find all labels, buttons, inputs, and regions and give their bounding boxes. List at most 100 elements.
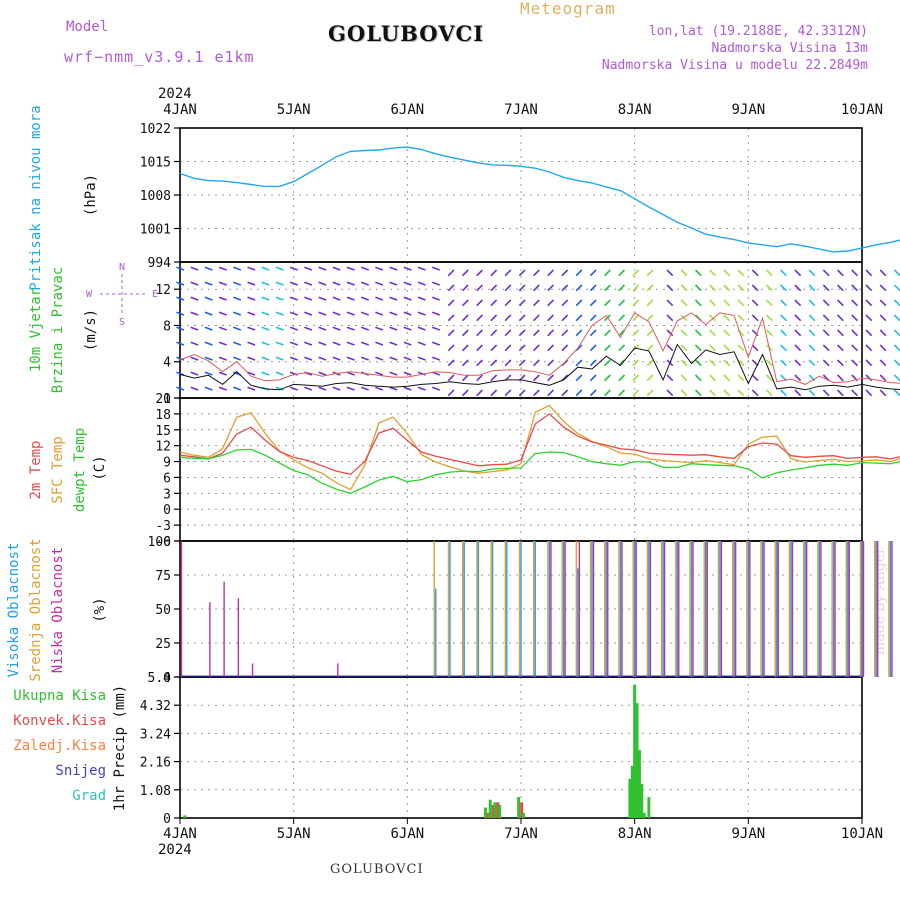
wind-arrow <box>289 311 298 316</box>
wind-arrow <box>461 284 469 292</box>
wind-arrow <box>618 389 626 397</box>
wind-arrow <box>417 341 426 346</box>
wind-arrow <box>360 311 369 316</box>
wind-arrow <box>461 389 469 397</box>
wind-arrow <box>318 266 327 271</box>
year-label-top: 2024 <box>158 86 192 102</box>
wind-arrow <box>618 329 626 337</box>
wind-arrow <box>490 359 498 367</box>
wind-arrow <box>289 281 298 286</box>
precip-total-bar <box>483 807 487 818</box>
wind-arrow <box>518 269 526 277</box>
wind-arrow <box>375 356 384 361</box>
wind-arrow <box>233 341 242 346</box>
wind-arrow <box>780 314 787 322</box>
wind-arrow <box>780 329 787 337</box>
wind-arrow <box>666 389 674 397</box>
wind-arrow <box>751 374 759 382</box>
ylabel-precip: 1hr Precip (mm) <box>112 685 128 811</box>
y-tick-label: 1.08 <box>140 784 171 799</box>
wind-arrow <box>304 341 313 346</box>
wind-arrow <box>417 386 426 391</box>
wind-arrow <box>547 269 554 277</box>
wind-arrow <box>865 389 873 397</box>
wind-arrow <box>176 386 185 391</box>
y-tick-label: -3 <box>155 519 171 534</box>
wind-arrow <box>447 359 455 367</box>
wind-arrow <box>709 329 716 337</box>
wind-arrow <box>547 284 554 292</box>
wind-arrow <box>709 284 716 292</box>
wind-arrow <box>709 389 716 397</box>
wind-arrow <box>403 371 412 376</box>
wind-arrow <box>318 386 327 391</box>
wind-arrow <box>318 326 327 331</box>
wind-arrow <box>204 311 213 316</box>
wind-arrow <box>304 356 313 361</box>
wind-arrow <box>275 296 284 301</box>
wind-arrow <box>261 311 270 316</box>
wind-arrow <box>261 296 270 301</box>
wind-arrow <box>547 344 554 352</box>
wind-barbs <box>176 266 900 397</box>
y-tick-label: 1008 <box>140 189 171 204</box>
wind-arrow <box>461 359 469 367</box>
wind-arrow <box>575 269 583 277</box>
wind-arrow <box>604 344 611 352</box>
wind-arrow <box>447 284 455 292</box>
wind-arrow <box>417 296 426 301</box>
wind-arrow <box>632 299 640 307</box>
wind-arrow <box>837 299 844 307</box>
wind-arrow <box>589 314 597 322</box>
wind-arrow <box>389 341 398 346</box>
wind-arrow <box>561 389 569 397</box>
wind-arrow <box>275 371 284 376</box>
y-tick-label: 4 <box>163 356 171 371</box>
wind-arrow <box>389 311 398 316</box>
wind-arrow <box>261 326 270 331</box>
wind-arrow <box>247 326 256 331</box>
wind-arrow <box>547 359 554 367</box>
wind-arrow <box>532 329 540 337</box>
wind-arrow <box>504 329 512 337</box>
footer-station: GOLUBOVCI <box>330 862 424 877</box>
y-tick-label: 15 <box>155 424 171 439</box>
wind-arrow <box>575 344 583 352</box>
wind-arrow <box>332 266 341 271</box>
wind-arrow <box>176 266 185 271</box>
precip-total-bar <box>637 750 641 818</box>
wind-speed-line <box>179 343 900 391</box>
wind-arrow <box>632 269 640 277</box>
wind-arrow <box>589 389 597 397</box>
wind-arrow <box>190 311 199 316</box>
x-tick-label-top: 4JAN <box>163 102 197 118</box>
y-tick-label: 1001 <box>140 223 171 238</box>
wind-arrow <box>461 329 469 337</box>
wind-arrow <box>360 281 369 286</box>
wind-arrow <box>837 329 844 337</box>
wind-arrow <box>794 269 802 277</box>
precip-conv-bar <box>486 812 490 818</box>
wind-arrow <box>851 314 859 322</box>
wind-arrow <box>275 266 284 271</box>
wind-arrow <box>589 269 597 277</box>
x-tick-label-top: 10JAN <box>841 102 883 118</box>
wind-arrow <box>618 269 626 277</box>
wind-arrow <box>403 266 412 271</box>
wind-arrow <box>190 326 199 331</box>
ylabel-dewpoint: dewpt Temp <box>72 428 88 512</box>
wind-arrow <box>851 284 859 292</box>
wind-arrow <box>218 266 227 271</box>
wind-arrow <box>375 296 384 301</box>
wind-arrow <box>680 344 688 352</box>
wind-arrow <box>375 266 384 271</box>
wind-arrow <box>737 344 745 352</box>
wind-arrow <box>589 359 597 367</box>
wind-arrow <box>504 389 512 397</box>
wind-arrow <box>604 374 611 382</box>
wind-arrow <box>261 356 270 361</box>
wind-arrow <box>247 296 256 301</box>
y-tick-label: 21 <box>155 392 171 407</box>
wind-arrow <box>176 371 185 376</box>
